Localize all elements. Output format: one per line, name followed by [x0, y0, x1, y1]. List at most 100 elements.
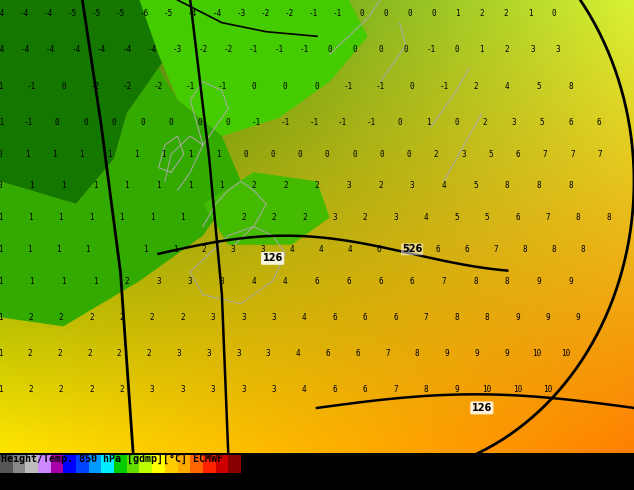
Text: 1: 1	[58, 213, 63, 222]
Text: 2: 2	[146, 349, 152, 358]
Text: -1: -1	[217, 82, 226, 91]
Bar	[139, 455, 152, 473]
Text: -1: -1	[309, 118, 318, 127]
Text: 4: 4	[251, 276, 256, 286]
Text: 1: 1	[93, 181, 98, 190]
Text: 3: 3	[241, 385, 246, 394]
Text: 8: 8	[131, 475, 135, 480]
Text: 6: 6	[355, 349, 360, 358]
Text: 3: 3	[236, 349, 241, 358]
Text: 0: 0	[431, 9, 436, 18]
Text: 0: 0	[552, 9, 557, 18]
Text: 6: 6	[378, 276, 383, 286]
Text: 9: 9	[545, 313, 550, 322]
Text: 5: 5	[406, 245, 411, 254]
Text: 3: 3	[156, 276, 161, 286]
Text: 126: 126	[472, 403, 492, 413]
Text: 0: 0	[410, 82, 415, 91]
Text: 2: 2	[482, 118, 488, 127]
Text: 6: 6	[597, 118, 602, 127]
Text: 1: 1	[107, 149, 112, 159]
Text: -2: -2	[122, 82, 131, 91]
Text: 1: 1	[0, 385, 3, 394]
Text: 9: 9	[474, 349, 479, 358]
Text: 0: 0	[383, 9, 388, 18]
Text: -1: -1	[24, 118, 33, 127]
Text: -5: -5	[164, 9, 173, 18]
Text: 7: 7	[543, 149, 548, 159]
Text: 1: 1	[188, 149, 193, 159]
Text: 2: 2	[119, 313, 124, 322]
Text: -4: -4	[0, 9, 4, 18]
Text: 0: 0	[454, 118, 459, 127]
Text: -4: -4	[148, 46, 157, 54]
Bar	[165, 455, 178, 473]
Text: 1: 1	[0, 276, 3, 286]
Text: 2: 2	[378, 181, 383, 190]
Text: 7: 7	[385, 349, 390, 358]
Bar	[0, 455, 13, 473]
Text: 4: 4	[302, 385, 307, 394]
Text: -2: -2	[154, 82, 163, 91]
Text: 2: 2	[241, 213, 246, 222]
Text: 1: 1	[134, 149, 139, 159]
Text: -5: -5	[116, 9, 125, 18]
Text: 9: 9	[454, 385, 459, 394]
Text: 0: 0	[454, 46, 459, 54]
Text: 2: 2	[117, 349, 122, 358]
Text: -4: -4	[97, 46, 106, 54]
Text: 12: 12	[142, 475, 150, 480]
Text: 6: 6	[377, 245, 382, 254]
Text: 9: 9	[444, 349, 450, 358]
Text: -4: -4	[20, 9, 29, 18]
Text: 0: 0	[55, 118, 60, 127]
Text: 3: 3	[206, 349, 211, 358]
Text: 8: 8	[552, 245, 557, 254]
Text: 6: 6	[435, 245, 440, 254]
Text: -1: -1	[275, 46, 283, 54]
Text: 7: 7	[441, 276, 446, 286]
Text: 4: 4	[289, 245, 294, 254]
Bar	[13, 455, 25, 473]
Text: 1: 1	[425, 118, 430, 127]
Text: -48: -48	[13, 475, 25, 480]
Text: -3: -3	[173, 46, 182, 54]
Text: 2: 2	[202, 245, 207, 254]
Text: 0: 0	[140, 118, 145, 127]
Text: -1: -1	[186, 82, 195, 91]
Text: 1: 1	[219, 181, 224, 190]
Text: 0: 0	[0, 149, 3, 159]
Text: 1: 1	[85, 245, 90, 254]
Text: 3: 3	[271, 385, 276, 394]
Text: 1: 1	[89, 213, 94, 222]
Text: 0: 0	[297, 149, 302, 159]
Text: 6: 6	[325, 349, 330, 358]
Text: -6: -6	[140, 9, 149, 18]
Text: 4: 4	[505, 82, 510, 91]
Text: -1: -1	[439, 82, 448, 91]
Bar	[25, 455, 38, 473]
Text: 3: 3	[511, 118, 516, 127]
Text: 10: 10	[513, 385, 522, 394]
Text: -24: -24	[64, 475, 75, 480]
Text: 42: 42	[205, 475, 213, 480]
Text: 1: 1	[455, 9, 460, 18]
Text: 7: 7	[493, 245, 498, 254]
Text: 10: 10	[543, 385, 552, 394]
Text: 1: 1	[52, 149, 57, 159]
Text: 7: 7	[570, 149, 575, 159]
Text: 8: 8	[484, 313, 489, 322]
Text: 1: 1	[156, 181, 161, 190]
Text: 18: 18	[155, 475, 162, 480]
Text: 0: 0	[197, 118, 202, 127]
Text: 8: 8	[415, 349, 420, 358]
Text: 2: 2	[314, 181, 320, 190]
Text: 2: 2	[271, 213, 276, 222]
Text: 9: 9	[568, 276, 573, 286]
Text: -5: -5	[68, 9, 77, 18]
Text: 1: 1	[188, 181, 193, 190]
Text: -1: -1	[0, 118, 4, 127]
Text: 1: 1	[0, 245, 3, 254]
Text: -1: -1	[427, 46, 436, 54]
Text: 6: 6	[410, 276, 415, 286]
